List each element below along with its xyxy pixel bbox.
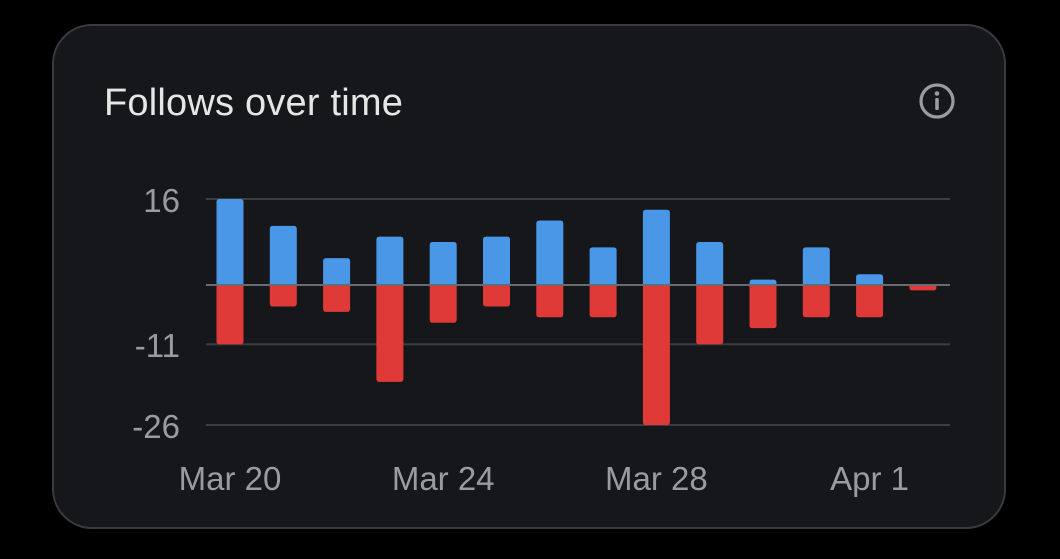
bar-gain bbox=[269, 225, 297, 285]
bar-gain bbox=[642, 209, 670, 285]
bar-loss bbox=[269, 285, 297, 307]
x-tick-label: Mar 28 bbox=[605, 460, 708, 497]
bar-loss bbox=[536, 285, 564, 318]
bar-gain bbox=[483, 236, 510, 285]
bar-loss bbox=[429, 285, 457, 323]
y-tick-label: -26 bbox=[132, 408, 180, 445]
bar-loss bbox=[589, 285, 617, 318]
bar-loss bbox=[483, 285, 510, 307]
y-tick-label: -11 bbox=[135, 327, 180, 364]
follows-card: Follows over time bbox=[52, 24, 1006, 529]
bar-gain bbox=[216, 199, 244, 285]
bar-gain bbox=[536, 220, 564, 285]
bar-gain bbox=[323, 258, 351, 285]
bar-gain bbox=[749, 279, 777, 285]
bar-loss bbox=[376, 285, 404, 382]
bar-gain bbox=[696, 242, 724, 285]
bar-loss bbox=[323, 285, 351, 312]
card-title: Follows over time bbox=[104, 82, 404, 124]
bar-loss bbox=[856, 285, 884, 318]
bar-gain bbox=[802, 247, 830, 285]
bar-loss bbox=[642, 285, 670, 425]
bar-loss bbox=[802, 285, 830, 318]
bar-gain bbox=[429, 242, 457, 285]
bar-loss bbox=[696, 285, 724, 345]
bar-loss bbox=[909, 285, 937, 291]
bar-loss bbox=[216, 285, 244, 345]
x-tick-label: Apr 1 bbox=[830, 460, 909, 497]
x-tick-label: Mar 24 bbox=[392, 460, 495, 497]
bar-gain bbox=[589, 247, 617, 285]
info-icon[interactable] bbox=[918, 82, 956, 120]
x-tick-label: Mar 20 bbox=[179, 460, 282, 497]
y-tick-label: 16 bbox=[143, 182, 180, 219]
bar-gain bbox=[856, 274, 884, 285]
bar-loss bbox=[749, 285, 777, 329]
bar-gain bbox=[376, 236, 404, 285]
